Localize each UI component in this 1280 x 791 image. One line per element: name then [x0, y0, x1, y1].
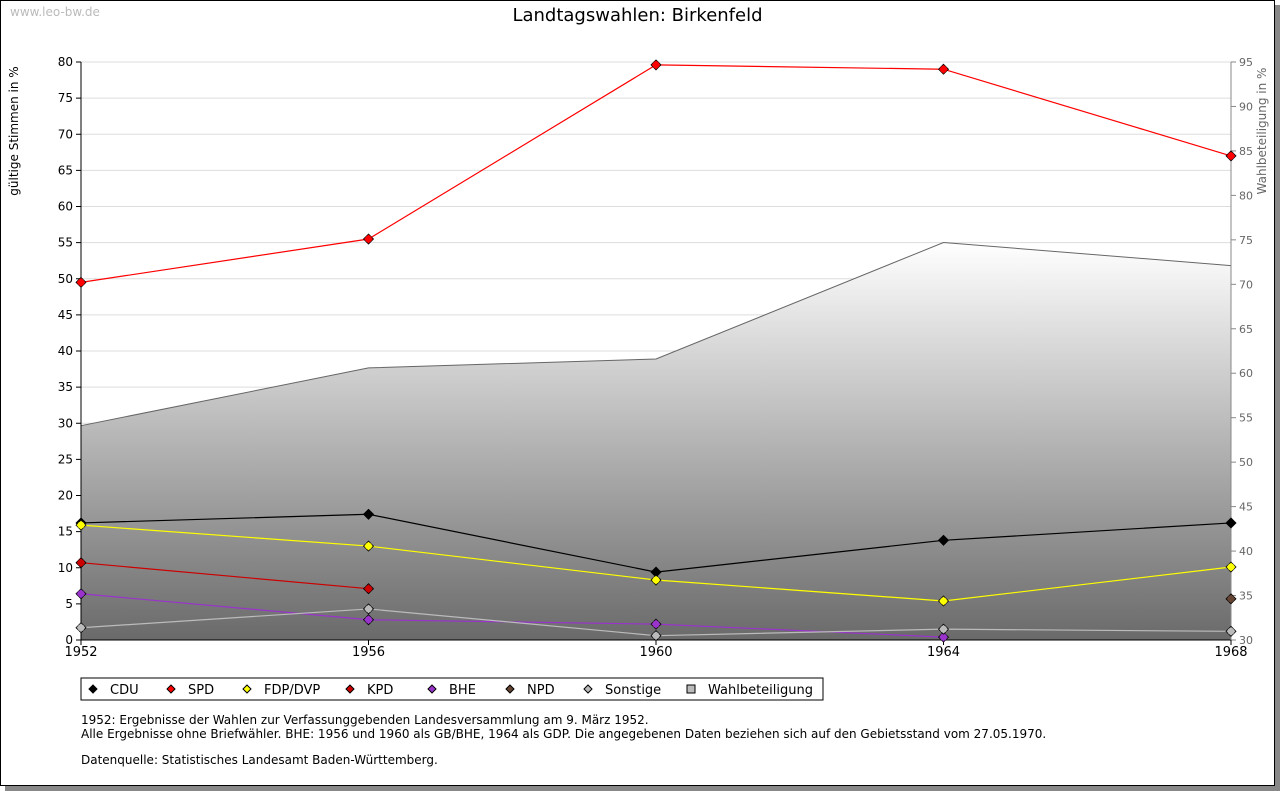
y2-tick-label: 75 [1239, 234, 1253, 247]
data-point-fill [77, 624, 85, 632]
data-point-fill [77, 559, 85, 567]
legend-marker [505, 684, 515, 694]
y2-tick-label: 45 [1239, 501, 1253, 514]
y-tick-label: 65 [58, 163, 73, 177]
y-tick-label: 25 [58, 452, 73, 466]
y2-tick-label: 85 [1239, 145, 1253, 158]
y2-tick-label: 35 [1239, 590, 1253, 603]
legend-label-cdu: CDU [110, 683, 139, 698]
data-point-fill [1227, 627, 1235, 635]
note-1: 1952: Ergebnisse der Wahlen zur Verfassu… [81, 713, 649, 727]
data-point-fill [652, 576, 660, 584]
legend-label-fdpdvp: FDP/DVP [264, 683, 320, 698]
y-tick-label: 55 [58, 236, 73, 250]
y-tick-label: 75 [58, 91, 73, 105]
data-point-fill [940, 633, 947, 641]
y2-tick-label: 30 [1239, 634, 1253, 647]
y-tick-label: 30 [58, 416, 73, 430]
data-point-fill [652, 632, 660, 640]
y-tick-label: 15 [58, 525, 73, 539]
legend-marker [345, 684, 355, 694]
y-tick-label: 20 [58, 489, 73, 503]
note-source: Datenquelle: Statistisches Landesamt Bad… [81, 753, 438, 767]
data-point-fill [77, 521, 85, 529]
legend-marker [583, 684, 593, 694]
note-2: Alle Ergebnisse ohne Briefwähler. BHE: 1… [81, 727, 1047, 741]
site-watermark: www.leo-bw.de [10, 5, 100, 19]
series-line-spd [80, 64, 1232, 283]
y2-tick-label: 65 [1239, 323, 1253, 336]
legend-marker [686, 684, 696, 694]
y2-tick-label: 95 [1239, 56, 1253, 69]
y2-tick-label: 70 [1239, 278, 1253, 291]
data-point-fill [940, 625, 947, 633]
data-point-fill [1227, 595, 1235, 603]
data-point-fill [365, 585, 372, 593]
x-tick-label: 1956 [352, 645, 385, 660]
y2-tick-label: 60 [1239, 367, 1253, 380]
data-point-fill [365, 616, 372, 624]
legend-label-npd: NPD [527, 683, 555, 698]
data-point-fill [940, 65, 947, 73]
data-point-fill [365, 235, 372, 243]
legend-marker [242, 684, 252, 694]
data-point-fill [1227, 563, 1235, 571]
data-point-fill [365, 510, 372, 518]
y-tick-label: 35 [58, 380, 73, 394]
legend-box [80, 677, 824, 701]
y2-tick-label: 50 [1239, 456, 1253, 469]
y2-tick-label: 80 [1239, 189, 1253, 202]
legend-marker [427, 684, 437, 694]
y-axis-label: gültige Stimmen in % [7, 66, 21, 195]
legend-marker [166, 684, 176, 694]
data-point-fill [652, 620, 660, 628]
chart-title: Landtagswahlen: Birkenfeld [512, 5, 763, 26]
legend-label-spd: SPD [188, 683, 214, 698]
data-point-fill [365, 605, 372, 613]
data-point-fill [940, 597, 947, 605]
y-tick-label: 5 [65, 597, 73, 611]
legend-label-bhe: BHE [449, 683, 476, 698]
x-tick-label: 1964 [927, 645, 960, 660]
y2-tick-label: 90 [1239, 100, 1253, 113]
legend-label-sonstige: Sonstige [605, 683, 661, 698]
series-line-kpd [80, 562, 369, 590]
data-point-fill [365, 542, 372, 550]
y-tick-label: 50 [58, 272, 73, 286]
x-tick-label: 1968 [1214, 645, 1247, 660]
data-point-fill [77, 590, 85, 598]
data-point-fill [1227, 152, 1235, 160]
y2-tick-label: 40 [1239, 545, 1253, 558]
data-point-fill [652, 568, 660, 576]
legend-label-wahlbeteiligung: Wahlbeteiligung [708, 683, 813, 698]
y-tick-label: 0 [65, 633, 73, 647]
x-tick-label: 1952 [64, 645, 97, 660]
legend-label-kpd: KPD [367, 683, 393, 698]
data-point-fill [1227, 519, 1235, 527]
y-tick-label: 60 [58, 200, 73, 214]
wahlbeteiligung-line [80, 242, 1232, 427]
y-tick-label: 80 [58, 55, 73, 69]
y-tick-label: 40 [58, 344, 73, 358]
x-tick-label: 1960 [639, 645, 672, 660]
chart: 0 5 10 15 20 25 30 35 40 45 50 55 60 65 70 75 80 30 35 40 45… [7, 55, 1269, 701]
data-point-fill [940, 536, 947, 544]
y-tick-label: 45 [58, 308, 73, 322]
y2-axis-label: Wahlbeteiligung in % [1255, 68, 1269, 195]
data-point-fill [652, 61, 660, 69]
y2-tick-label: 55 [1239, 412, 1253, 425]
y-tick-label: 10 [58, 561, 73, 575]
y-tick-label: 70 [58, 127, 73, 141]
data-point-fill [77, 278, 85, 286]
legend-marker [88, 684, 98, 694]
